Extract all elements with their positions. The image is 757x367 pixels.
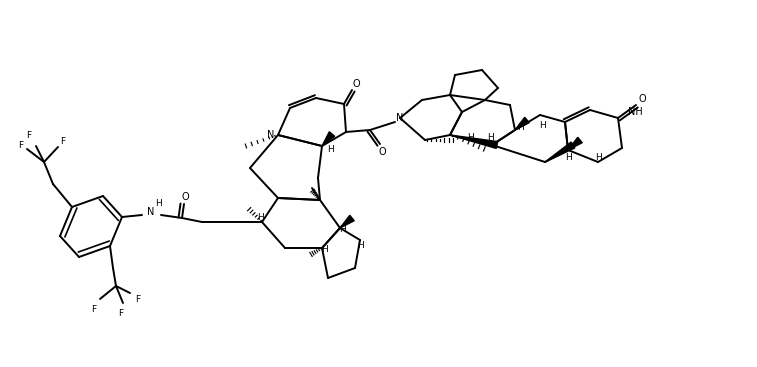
- Text: O: O: [638, 94, 646, 104]
- Polygon shape: [515, 117, 529, 130]
- Text: N: N: [148, 207, 154, 217]
- Text: O: O: [352, 79, 360, 89]
- Polygon shape: [322, 132, 335, 146]
- Text: H: H: [322, 246, 329, 254]
- Text: F: F: [136, 295, 141, 305]
- Polygon shape: [568, 137, 582, 150]
- Text: F: F: [26, 131, 32, 139]
- Polygon shape: [545, 142, 575, 162]
- Text: H: H: [595, 153, 601, 163]
- Text: F: F: [118, 309, 123, 319]
- Polygon shape: [340, 215, 354, 228]
- Text: H: H: [357, 240, 363, 250]
- Text: H: H: [338, 225, 345, 235]
- Text: O: O: [378, 147, 386, 157]
- Text: H: H: [466, 134, 473, 142]
- Text: F: F: [18, 141, 23, 149]
- Text: H: H: [487, 134, 494, 142]
- Text: N: N: [267, 130, 275, 140]
- Text: H: H: [326, 145, 333, 155]
- Text: H: H: [257, 214, 263, 222]
- Text: NH: NH: [628, 107, 643, 117]
- Polygon shape: [450, 135, 498, 148]
- Text: H: H: [565, 153, 572, 163]
- Text: F: F: [92, 305, 97, 313]
- Text: O: O: [181, 192, 188, 202]
- Text: N: N: [397, 113, 403, 123]
- Text: H: H: [154, 200, 161, 208]
- Text: H: H: [516, 124, 523, 132]
- Text: F: F: [61, 138, 66, 146]
- Text: H: H: [539, 120, 545, 130]
